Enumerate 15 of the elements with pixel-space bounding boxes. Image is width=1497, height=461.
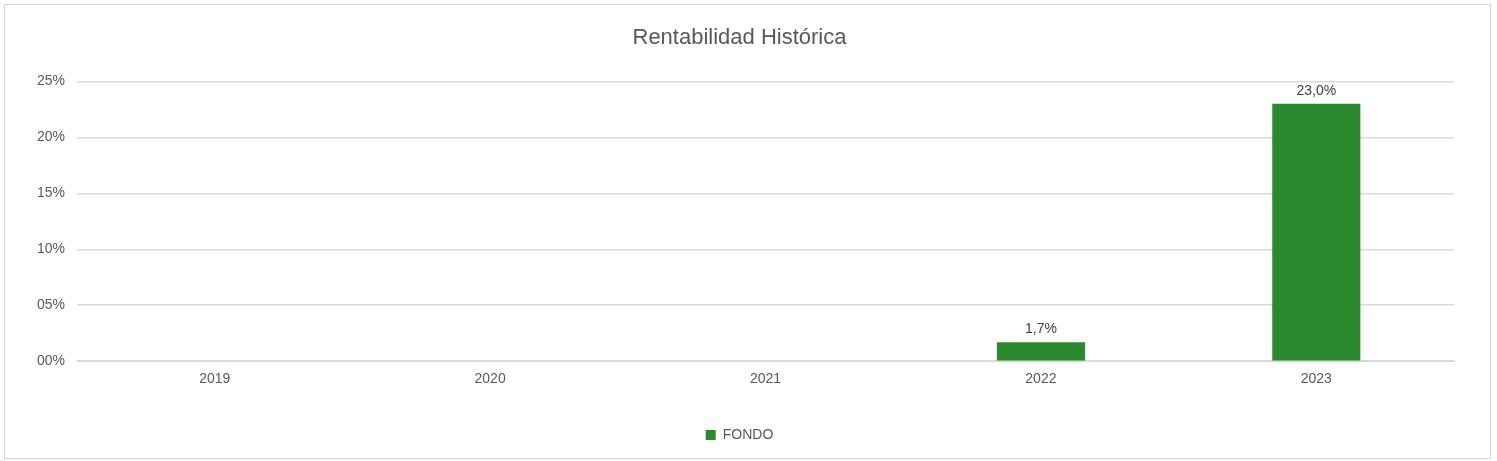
x-tick-label: 2021 — [749, 370, 782, 387]
x-tick-label: 2020 — [474, 370, 506, 387]
y-tick-label: 10% — [36, 240, 66, 257]
legend-label: FONDO — [722, 425, 774, 442]
y-tick-label: 20% — [36, 128, 66, 145]
data-label: 1,7% — [1024, 320, 1057, 337]
x-tick-label: 2022 — [1025, 370, 1057, 387]
y-tick-label: 00% — [36, 352, 66, 369]
x-tick-label: 2019 — [199, 370, 231, 387]
x-tick-label: 2023 — [1300, 370, 1333, 387]
chart-title: Rentabilidad Histórica — [632, 24, 848, 50]
y-tick-label: 15% — [36, 184, 66, 201]
y-tick-label: 25% — [36, 72, 66, 89]
data-label: 23,0% — [1296, 81, 1337, 98]
y-tick-label: 05% — [36, 296, 66, 313]
